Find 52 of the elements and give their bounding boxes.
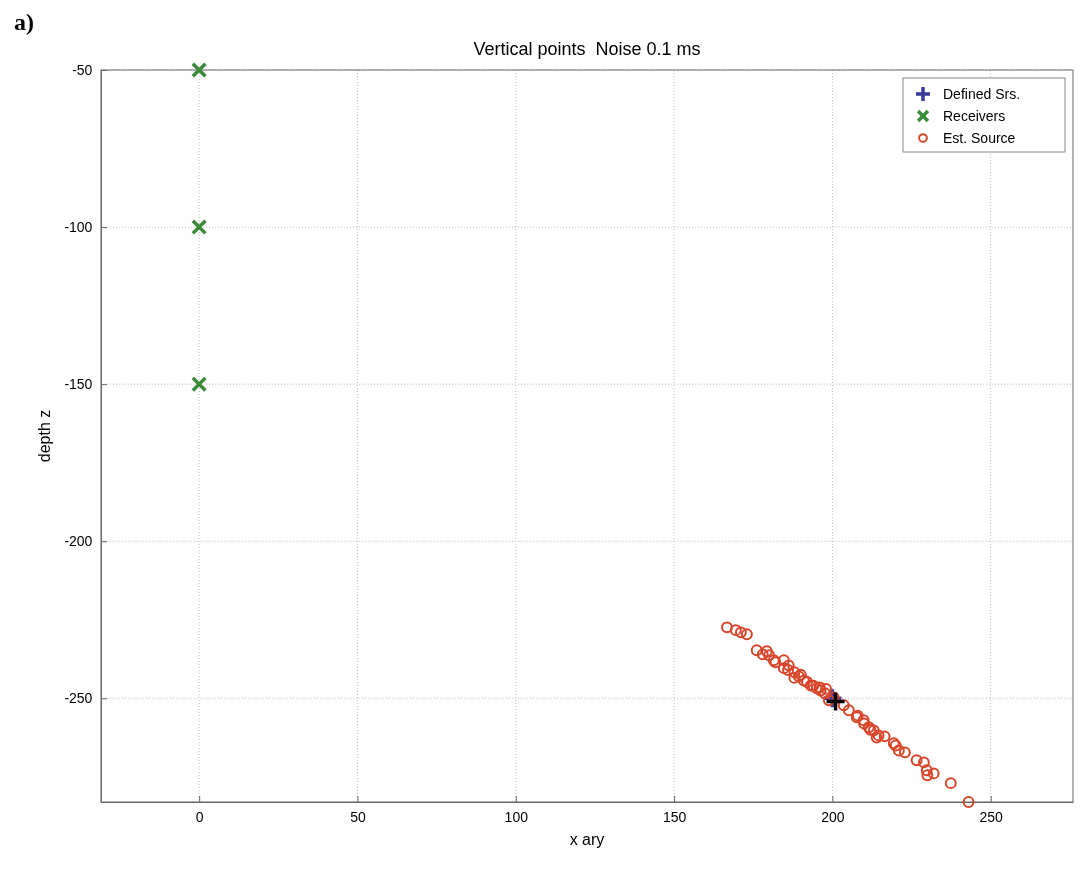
point	[191, 61, 208, 79]
x-tick-label: 150	[662, 808, 687, 825]
point	[927, 767, 940, 780]
y-tick-label: -150	[64, 376, 93, 393]
point	[720, 621, 733, 634]
point	[944, 777, 957, 790]
point	[921, 769, 934, 782]
y-tick-label: -100	[64, 219, 93, 236]
legend-label: Est. Source	[943, 130, 1016, 146]
point	[797, 674, 810, 687]
point	[191, 219, 208, 236]
point	[917, 756, 930, 769]
point	[837, 699, 850, 712]
point	[788, 666, 801, 679]
x-axis-title: x ary	[569, 831, 605, 848]
point	[782, 664, 794, 676]
point	[750, 644, 763, 657]
text: a)	[14, 9, 34, 35]
point	[801, 676, 813, 688]
point	[740, 628, 753, 641]
legend-label: Receivers	[943, 108, 1006, 124]
point	[788, 671, 801, 684]
point	[898, 746, 911, 759]
x-tick-label: 0	[195, 808, 204, 825]
legend-label: Defined Srs.	[943, 86, 1021, 102]
point	[729, 624, 742, 637]
point	[818, 687, 831, 700]
point	[962, 796, 975, 808]
point	[878, 730, 891, 743]
y-tick-label: -50	[72, 61, 93, 78]
point	[756, 648, 769, 661]
point	[892, 744, 905, 757]
point	[782, 659, 795, 672]
chart-title: Vertical points Noise 0.1 ms	[473, 39, 701, 59]
point	[820, 682, 832, 695]
point	[734, 626, 747, 639]
point	[920, 764, 933, 777]
point	[777, 654, 790, 667]
y-tick-label: -200	[64, 533, 93, 550]
x-tick-label: 100	[504, 808, 529, 825]
point	[842, 704, 855, 717]
point	[191, 376, 208, 393]
y-tick-label: -250	[64, 690, 93, 707]
x-tick-label: 250	[979, 808, 1004, 825]
point	[777, 662, 790, 675]
y-axis-title: depth z	[36, 409, 53, 463]
point	[822, 694, 835, 707]
point	[763, 649, 775, 662]
x-tick-label: 200	[821, 808, 845, 825]
point	[760, 645, 773, 658]
point	[910, 754, 923, 767]
x-tick-label: 50	[350, 808, 366, 825]
